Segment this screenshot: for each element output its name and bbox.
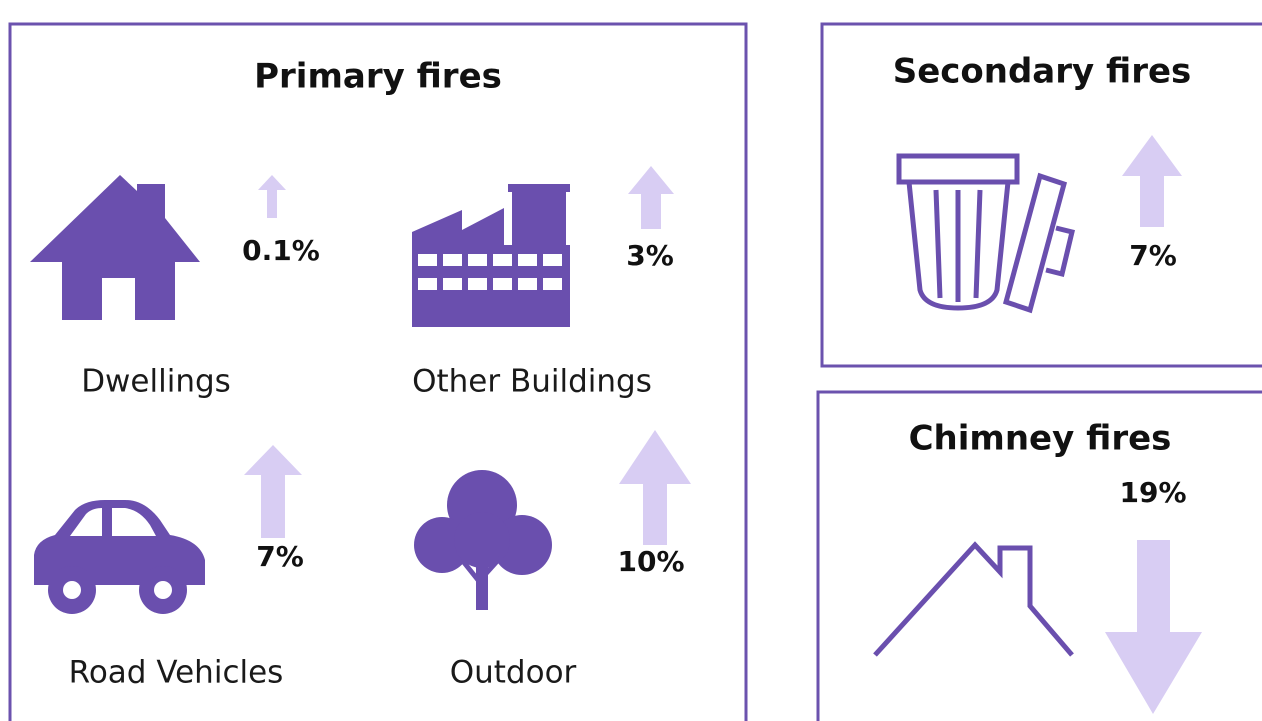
down-arrow (1105, 540, 1202, 714)
house-icon (30, 175, 200, 320)
panel-title: Secondary fires (893, 52, 1192, 92)
up-arrow (244, 445, 302, 538)
item-label: Other Buildings (412, 364, 652, 400)
item-label: Outdoor (450, 655, 577, 691)
secondary-panel (820, 22, 1262, 368)
bin-icon (896, 153, 1076, 314)
up-arrow (619, 430, 691, 545)
up-arrow (258, 175, 286, 218)
item-label: Road Vehicles (69, 655, 284, 691)
up-arrow (628, 166, 674, 229)
roof-icon (873, 541, 1074, 657)
primary-panel (8, 22, 748, 721)
change-value: 7% (1129, 239, 1177, 272)
up-arrow (1122, 135, 1182, 227)
panel-title: Chimney fires (909, 419, 1172, 459)
chimney-panel (816, 390, 1262, 721)
change-value: 3% (626, 239, 674, 272)
change-value: 7% (256, 540, 304, 573)
change-value: 0.1% (242, 234, 320, 267)
change-value: 19% (1119, 476, 1186, 509)
item-label: Dwellings (81, 364, 231, 400)
tree-icon (414, 470, 552, 610)
change-value: 10% (617, 545, 684, 578)
panel-title: Primary fires (254, 57, 502, 97)
factory-icon (412, 184, 570, 327)
car-icon (34, 500, 205, 614)
